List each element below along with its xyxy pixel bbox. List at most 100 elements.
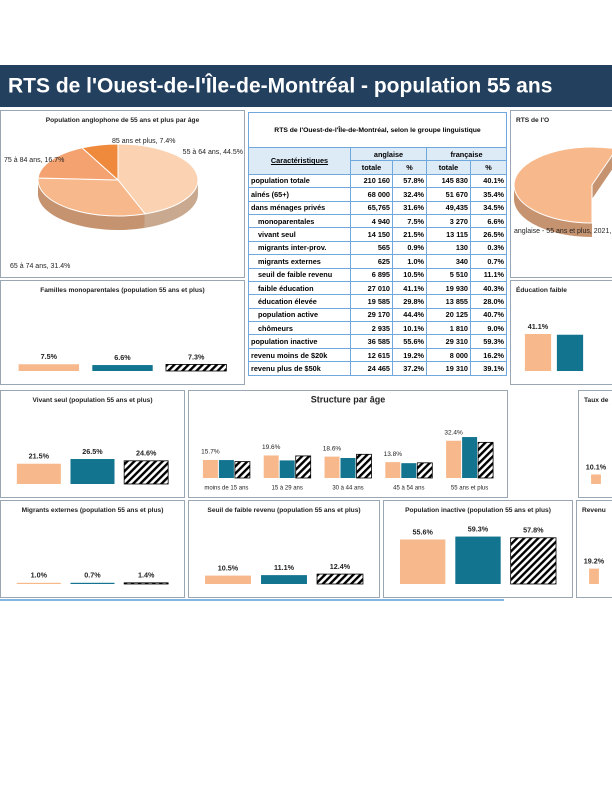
row-label: revenu plus de $50k — [248, 361, 351, 376]
table-cell: 20 125 — [426, 307, 471, 323]
table-cell: 31.6% — [392, 200, 427, 215]
table-cell: 51 670 — [426, 187, 471, 202]
bar — [16, 463, 61, 484]
table-cell: 57.8% — [392, 173, 427, 189]
table-cell: 1.0% — [392, 254, 427, 269]
table-title: RTS de l'Ouest-de-l'Île-de-Montréal, sel… — [248, 112, 507, 148]
x-tick-label: 15 à 29 ans — [272, 486, 303, 492]
row-label: faible éducation — [248, 280, 351, 296]
row-label: dans ménages privés — [248, 200, 351, 215]
table-cell: 16.2% — [470, 347, 507, 363]
table-row: aînés (65+) 68 000 32.4% 51 670 35.4% — [248, 187, 507, 202]
value-label: 32.4% — [444, 429, 463, 436]
bar — [416, 462, 433, 479]
column-subheader: % — [470, 160, 507, 175]
table-cell: 9.0% — [470, 321, 507, 336]
panel-title: Éducation faible — [516, 285, 567, 294]
x-tick-label: 55 ans et plus — [451, 486, 488, 492]
table-row: migrants externes 625 1.0% 340 0.7% — [248, 254, 507, 269]
panel-frame — [510, 110, 612, 278]
table-cell: 28.0% — [470, 294, 507, 309]
panel-frame — [0, 390, 185, 498]
table-cell: 12 615 — [350, 347, 393, 363]
value-label: 12.4% — [330, 562, 351, 571]
panel-title: Vivant seul (population 55 ans et plus) — [32, 397, 152, 404]
value-label: 10.1% — [586, 462, 607, 471]
table-cell: 26.5% — [470, 227, 507, 242]
value-label: 59.3% — [468, 524, 489, 533]
table-cell: 29 310 — [426, 334, 471, 349]
bar — [279, 460, 295, 478]
panel-title: RTS de l'O — [516, 117, 549, 124]
panel-title: Seuil de faible revenu (population 55 an… — [207, 507, 360, 514]
table-cell: 49,435 — [426, 200, 471, 215]
pie-slice — [117, 143, 199, 215]
row-label: population inactive — [248, 334, 351, 349]
panel-frame — [188, 390, 508, 498]
table-cell: 55.6% — [392, 334, 427, 349]
table-cell: 4 940 — [350, 213, 393, 229]
bar — [399, 539, 446, 584]
table-cell: 10.5% — [392, 267, 427, 282]
value-label: 24.6% — [136, 449, 157, 458]
table-row: totale% totale% — [249, 160, 507, 175]
bar — [123, 582, 169, 585]
table-cell: 34.5% — [470, 200, 507, 215]
row-label: éducation élevée — [248, 294, 351, 309]
table-row: revenu moins de $20k 12 615 19.2% 8 000 16.2… — [248, 347, 507, 363]
table-row: chômeurs 2 935 10.1% 1 810 9.0% — [248, 321, 507, 336]
table-cell: 68 000 — [350, 187, 393, 202]
bar — [263, 455, 279, 478]
panel-frame — [0, 500, 185, 598]
pie-slice — [37, 147, 120, 181]
table-cell: 39.1% — [470, 361, 507, 376]
table-cell: 8 000 — [426, 347, 471, 363]
column-subheader: totale — [350, 160, 393, 175]
value-label: 18.6% — [323, 445, 342, 452]
column-header: française — [426, 146, 507, 162]
table-cell: 19 585 — [350, 294, 393, 309]
bar — [16, 582, 61, 584]
data-table: RTS de l'Ouest-de-l'Île-de-Montréal, sel… — [248, 112, 507, 376]
table-cell: 625 — [350, 254, 393, 269]
table-cell: 37.2% — [392, 361, 427, 376]
table-cell: 40.7% — [470, 307, 507, 323]
bar — [295, 455, 312, 479]
panel-frame — [510, 280, 612, 385]
bar — [123, 460, 169, 485]
value-label: 11.1% — [274, 563, 295, 572]
bar — [324, 456, 340, 478]
panel-title: Revenu — [582, 507, 606, 514]
value-label: 41.1% — [528, 322, 549, 331]
table-row: population inactive 36 585 55.6% 29 310 59.3… — [248, 334, 507, 349]
pie-label: 65 à 74 ans, 31.4% — [10, 263, 70, 270]
table-cell: 5 510 — [426, 267, 471, 282]
value-label: 57.8% — [523, 526, 544, 535]
value-label: 1.0% — [31, 571, 48, 580]
table-row: population totale 210 160 57.8% 145 830 40.1… — [248, 173, 507, 189]
table-cell: 0.9% — [392, 240, 427, 256]
table-cell: 6.6% — [470, 213, 507, 229]
table-cell: 44.4% — [392, 307, 427, 323]
table-cell: 14 150 — [350, 227, 393, 242]
table-row: migrants inter-prov. 565 0.9% 130 0.3% — [248, 240, 507, 256]
value-label: 10.5% — [218, 564, 239, 573]
table-row: seuil de faible revenu 6 895 10.5% 5 510 11.… — [248, 267, 507, 282]
table-cell: 6 895 — [350, 267, 393, 282]
row-label: aînés (65+) — [248, 187, 351, 202]
value-label: 0.7% — [84, 571, 101, 580]
panel-frame — [0, 110, 245, 278]
table-cell: 59.3% — [470, 334, 507, 349]
value-label: 19.2% — [584, 557, 605, 566]
panel-title: Taux de — [584, 397, 609, 404]
bar — [92, 365, 153, 371]
row-label: vivant seul — [248, 227, 351, 242]
pie-label: 55 à 64 ans, 44.5% — [183, 149, 243, 156]
x-tick-label: 30 à 44 ans — [332, 486, 363, 492]
x-tick-label: 45 à 54 ans — [393, 486, 424, 492]
bar — [401, 463, 417, 478]
table-cell: 35.4% — [470, 187, 507, 202]
value-label: 55.6% — [412, 527, 433, 536]
table-cell: 13 855 — [426, 294, 471, 309]
